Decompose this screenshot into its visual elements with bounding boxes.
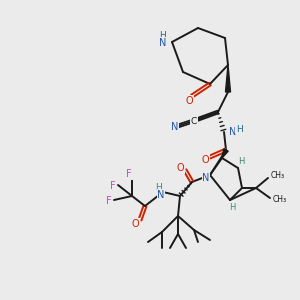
Text: H: H <box>236 124 243 134</box>
Text: O: O <box>176 163 184 173</box>
Text: C: C <box>191 116 197 125</box>
Text: F: F <box>110 181 116 191</box>
Text: H: H <box>160 31 167 40</box>
Text: O: O <box>131 219 139 229</box>
Text: H: H <box>156 182 162 191</box>
Text: CH₃: CH₃ <box>271 172 285 181</box>
Text: CH₃: CH₃ <box>273 196 287 205</box>
Text: F: F <box>106 196 112 206</box>
Text: O: O <box>185 96 193 106</box>
Polygon shape <box>222 149 228 158</box>
Text: N: N <box>159 38 167 48</box>
Text: H: H <box>229 203 235 212</box>
Text: N: N <box>229 127 236 137</box>
Text: N: N <box>157 190 165 200</box>
Text: N: N <box>202 173 210 183</box>
Text: N: N <box>171 122 179 132</box>
Text: H: H <box>238 157 244 166</box>
Polygon shape <box>226 65 230 92</box>
Text: F: F <box>126 169 132 179</box>
Text: O: O <box>201 155 209 165</box>
